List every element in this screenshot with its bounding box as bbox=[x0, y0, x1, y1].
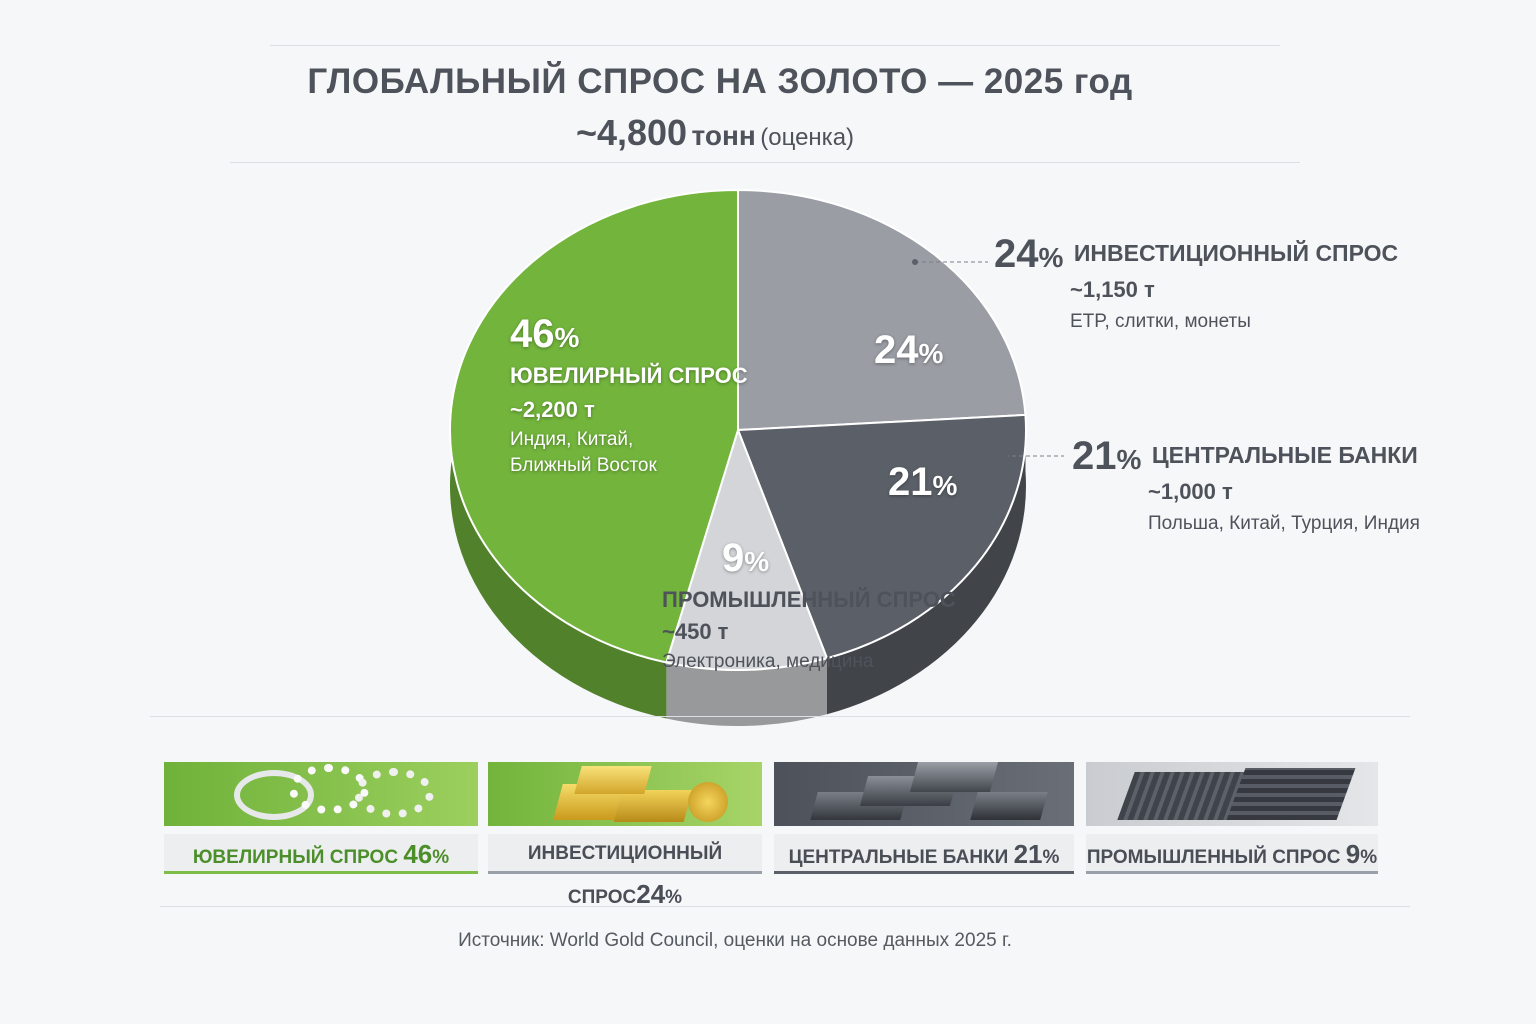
card-pct: 46 bbox=[403, 839, 433, 869]
pct-sign: % bbox=[665, 887, 683, 908]
pct-sign: % bbox=[744, 546, 770, 577]
pie-slice-1 bbox=[737, 188, 1027, 432]
investment-tonnes: ~1,150 т bbox=[1070, 277, 1155, 302]
pct-value: 21 bbox=[888, 460, 933, 504]
investment-callout: 24% ИНВЕСТИЦИОННЫЙ СПРОС ~1,150 т ETP, с… bbox=[994, 232, 1398, 333]
chart-subtitle: ~4,800 тонн (оценка) bbox=[0, 112, 1430, 154]
card-label: ПРОМЫШЛЕННЫЙ СПРОС bbox=[1086, 847, 1341, 868]
card-central-banks: ЦЕНТРАЛЬНЫЕ БАНКИ 21% bbox=[774, 762, 1074, 874]
pie-slice-4 bbox=[449, 188, 739, 664]
industrial-detail: Электроника, медицина bbox=[662, 651, 874, 672]
rings-icon bbox=[164, 762, 478, 826]
card-pct: 21 bbox=[1013, 839, 1043, 869]
investment-inside-pct: 24% bbox=[874, 328, 943, 373]
card-pct: 24 bbox=[636, 879, 666, 909]
pct-sign: % bbox=[432, 847, 450, 868]
total-unit: тонн bbox=[691, 120, 756, 151]
pct: 24% bbox=[994, 232, 1063, 276]
jewelry-name: ЮВЕЛИРНЫЙ СПРОС bbox=[510, 363, 748, 388]
pct-sign: % bbox=[1116, 444, 1142, 475]
investment-name: ИНВЕСТИЦИОННЫЙ СПРОС bbox=[1073, 240, 1399, 266]
jewelry-detail-2: Ближный Восток bbox=[510, 455, 657, 476]
total-note: (оценка) bbox=[760, 124, 855, 151]
pct-value: 9 bbox=[722, 536, 745, 580]
card-industrial: ПРОМЫШЛЕННЫЙ СПРОС 9% bbox=[1086, 762, 1378, 874]
investment-detail: ETP, слитки, монеты bbox=[1070, 311, 1251, 332]
card-caption: ЮВЕЛИРНЫЙ СПРОС 46% bbox=[164, 834, 478, 874]
chart-title: ГЛОБАЛЬНЫЙ СПРОС НА ЗОЛОТО — 2025 год bbox=[307, 62, 1133, 101]
pct: 21% bbox=[1072, 434, 1141, 478]
total-amount: ~4,800 bbox=[575, 112, 688, 153]
industrial-inside-label: 9% ПРОМЫШЛЕННЫЙ СПРОС ~450 т Электроника… bbox=[662, 536, 956, 673]
pct-sign: % bbox=[932, 470, 958, 501]
pct-sign: % bbox=[1042, 847, 1060, 868]
pct-value: 24 bbox=[874, 328, 919, 372]
pct-sign: % bbox=[1038, 242, 1064, 273]
jewelry-tonnes: ~2,200 т bbox=[510, 397, 595, 422]
jewelry-inside-label: 46% ЮВЕЛИРНЫЙ СПРОС ~2,200 т Индия, Кита… bbox=[510, 312, 748, 477]
source-note: Источник: World Gold Council, оценки на … bbox=[458, 930, 1012, 951]
pie-slice-side bbox=[666, 658, 827, 726]
pct-sign: % bbox=[554, 322, 580, 353]
card-caption: ИНВЕСТИЦИОННЫЙ СПРОС24% bbox=[488, 834, 762, 909]
central-callout: 21% ЦЕНТРАЛЬНЫЕ БАНКИ ~1,000 т Польша, К… bbox=[1072, 434, 1420, 535]
industrial-tonnes: ~450 т bbox=[662, 619, 729, 644]
circuit-board-icon bbox=[1086, 762, 1378, 826]
callout-dot bbox=[912, 259, 918, 265]
central-inside-pct: 21% bbox=[888, 460, 957, 505]
pct-sign: % bbox=[1360, 847, 1378, 868]
pct-sign: % bbox=[918, 338, 944, 369]
card-label: ЮВЕЛИРНЫЙ СПРОС bbox=[192, 847, 399, 868]
card-caption: ПРОМЫШЛЕННЫЙ СПРОС 9% bbox=[1086, 834, 1378, 874]
central-detail: Польша, Китай, Турция, Индия bbox=[1148, 513, 1420, 534]
jewelry-pct: 46 bbox=[510, 312, 555, 356]
callout-dot bbox=[1002, 453, 1008, 459]
card-investment: ИНВЕСТИЦИОННЫЙ СПРОС24% bbox=[488, 762, 762, 909]
card-pct: 9 bbox=[1345, 839, 1361, 869]
card-jewelry: ЮВЕЛИРНЫЙ СПРОС 46% bbox=[164, 762, 478, 874]
pie-slice-3 bbox=[665, 426, 829, 671]
pct-value: 24 bbox=[994, 232, 1039, 276]
pie-slice-2 bbox=[736, 413, 1027, 660]
dark-bars-icon bbox=[774, 762, 1074, 826]
pct-value: 21 bbox=[1072, 434, 1117, 478]
card-caption: ЦЕНТРАЛЬНЫЕ БАНКИ 21% bbox=[774, 834, 1074, 874]
pie-chart bbox=[449, 188, 1064, 726]
gold-bars-icon bbox=[488, 762, 762, 826]
central-name: ЦЕНТРАЛЬНЫЕ БАНКИ bbox=[1151, 442, 1418, 468]
card-label: ИНВЕСТИЦИОННЫЙ СПРОС bbox=[527, 843, 723, 908]
pie-slice-side bbox=[826, 414, 1026, 715]
card-label: ЦЕНТРАЛЬНЫЕ БАНКИ bbox=[788, 847, 1009, 868]
industrial-name: ПРОМЫШЛЕННЫЙ СПРОС bbox=[662, 587, 956, 612]
jewelry-detail-1: Индия, Китай, bbox=[510, 429, 634, 450]
central-tonnes: ~1,000 т bbox=[1148, 479, 1233, 504]
